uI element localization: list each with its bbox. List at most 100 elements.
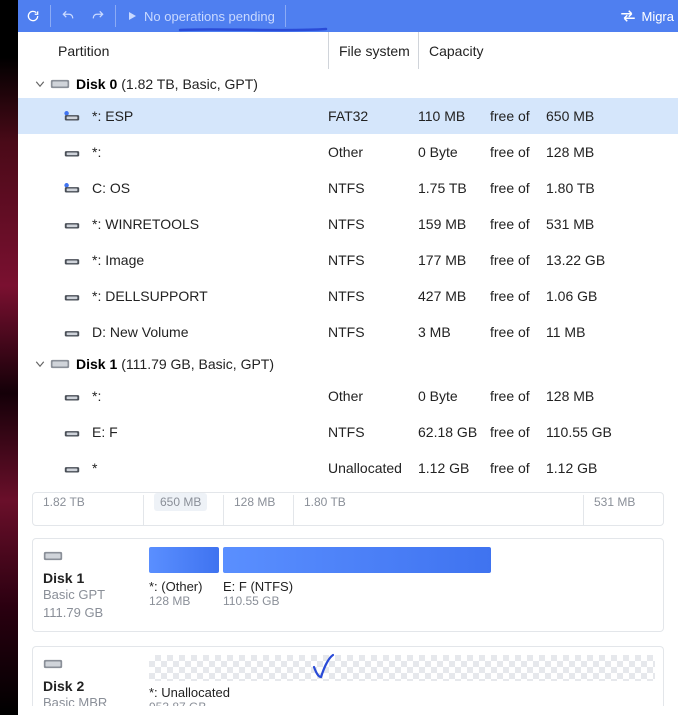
partition-row[interactable]: *: DELLSUPPORTNTFS427 MBfree of1.06 GB [18, 278, 678, 314]
usage-segment-label: 128 MB [234, 495, 275, 509]
redo-button[interactable] [83, 0, 113, 32]
partition-total: 13.22 GB [546, 252, 626, 268]
volume-icon [60, 425, 84, 439]
partition-fs: Other [328, 144, 418, 160]
partition-name: D: New Volume [92, 324, 328, 340]
chevron-down-icon [32, 356, 48, 372]
column-headers: Partition File system Capacity [18, 32, 678, 70]
toolbar-separator [115, 5, 116, 27]
partition-total: 1.12 GB [546, 460, 626, 476]
disk2-type: Basic MBR [43, 694, 143, 706]
col-capacity[interactable]: Capacity [418, 32, 638, 69]
volume-icon [60, 253, 84, 267]
disk1-panel-left: Disk 1 Basic GPT 111.79 GB [41, 547, 149, 623]
partition-total: 650 MB [546, 108, 626, 124]
partition-fs: NTFS [328, 180, 418, 196]
wallpaper-strip [0, 0, 18, 715]
partition-freeof: free of [490, 252, 546, 268]
partition-name: *: DELLSUPPORT [92, 288, 328, 304]
redo-icon [91, 9, 105, 23]
partition-bar[interactable] [149, 547, 219, 573]
disk2-panel-left: Disk 2 Basic MBR 953.87 GB [41, 655, 149, 706]
disk1-size: 111.79 GB [43, 604, 143, 622]
usage-segment-label: 650 MB [154, 493, 207, 511]
partition-total: 1.80 TB [546, 180, 626, 196]
undo-button[interactable] [53, 0, 83, 32]
partition-fs: NTFS [328, 424, 418, 440]
migrate-icon [619, 7, 637, 25]
partition-list: Disk 0 (1.82 TB, Basic, GPT)*: ESPFAT321… [18, 70, 678, 486]
partition-row[interactable]: C: OSNTFS1.75 TBfree of1.80 TB [18, 170, 678, 206]
volume-icon [60, 325, 84, 339]
partition-row[interactable]: *:Other0 Bytefree of128 MB [18, 378, 678, 414]
partition-freeof: free of [490, 216, 546, 232]
partition-fs: Other [328, 388, 418, 404]
disk1-panel: Disk 1 Basic GPT 111.79 GB *: (Other)128… [32, 538, 664, 632]
usage-segment[interactable]: 1.82 TB [43, 495, 143, 525]
usage-segment-label: 1.80 TB [304, 495, 346, 509]
partition-name: *: Image [92, 252, 328, 268]
disk-sub: (1.82 TB, Basic, GPT) [121, 76, 258, 92]
disk2-unallocated-bar[interactable] [149, 655, 655, 681]
play-icon [126, 10, 138, 22]
partition-free: 1.75 TB [418, 180, 490, 196]
partition-free: 110 MB [418, 108, 490, 124]
partition-name: E: F [92, 424, 328, 440]
operations-status-text: No operations pending [144, 9, 275, 24]
partition-freeof: free of [490, 108, 546, 124]
partition-bar-label: *: (Other)128 MB [149, 579, 219, 608]
partition-row[interactable]: *: ImageNTFS177 MBfree of13.22 GB [18, 242, 678, 278]
partition-fs: NTFS [328, 216, 418, 232]
usage-segment[interactable]: 531 MB [583, 495, 653, 525]
volume-icon [60, 145, 84, 159]
disk-name: Disk 1 [76, 356, 117, 372]
disk2-bars: *: Unallocated 953.87 GB [149, 655, 655, 706]
usage-segment-label: 1.82 TB [43, 495, 85, 509]
usage-segment-label: 531 MB [594, 495, 635, 509]
partition-row[interactable]: D: New VolumeNTFS3 MBfree of11 MB [18, 314, 678, 350]
disk-icon [43, 549, 63, 563]
partition-free: 3 MB [418, 324, 490, 340]
volume-icon [60, 181, 84, 195]
col-partition[interactable]: Partition [58, 43, 328, 59]
refresh-button[interactable] [18, 0, 48, 32]
volume-icon [60, 461, 84, 475]
partition-row[interactable]: *: WINRETOOLSNTFS159 MBfree of531 MB [18, 206, 678, 242]
disk1-type: Basic GPT [43, 586, 143, 604]
disk0-usage-strip: 1.82 TB 650 MB 128 MB 1.80 TB 531 MB [32, 492, 664, 526]
partition-fs: Unallocated [328, 460, 418, 476]
toolbar: No operations pending Migra [18, 0, 678, 32]
disk-row[interactable]: Disk 1 (111.79 GB, Basic, GPT) [18, 350, 678, 378]
partition-bar[interactable] [223, 547, 491, 573]
migrate-button[interactable]: Migra [619, 7, 678, 25]
undo-icon [61, 9, 75, 23]
operations-status[interactable]: No operations pending [118, 0, 283, 32]
partition-row[interactable]: *Unallocated1.12 GBfree of1.12 GB [18, 450, 678, 486]
usage-segment[interactable]: 650 MB [143, 495, 223, 525]
disk1-bars: *: (Other)128 MBE: F (NTFS)110.55 GB [149, 547, 655, 623]
migrate-label: Migra [641, 9, 674, 24]
partition-freeof: free of [490, 388, 546, 404]
chevron-down-icon [32, 76, 48, 92]
partition-total: 11 MB [546, 324, 626, 340]
usage-segment[interactable]: 1.80 TB [293, 495, 553, 525]
toolbar-separator [285, 5, 286, 27]
col-filesystem[interactable]: File system [328, 32, 418, 69]
partition-freeof: free of [490, 424, 546, 440]
partition-row[interactable]: *:Other0 Bytefree of128 MB [18, 134, 678, 170]
partition-name: *: [92, 388, 328, 404]
disk2-unalloc-label: *: Unallocated [149, 685, 655, 700]
toolbar-separator [50, 5, 51, 27]
usage-segment[interactable]: 128 MB [223, 495, 293, 525]
partition-fs: NTFS [328, 288, 418, 304]
partition-row[interactable]: *: ESPFAT32110 MBfree of650 MB [18, 98, 678, 134]
partition-name: *: ESP [92, 108, 328, 124]
partition-name: *: WINRETOOLS [92, 216, 328, 232]
volume-icon [60, 289, 84, 303]
volume-icon [60, 389, 84, 403]
partition-row[interactable]: E: FNTFS62.18 GBfree of110.55 GB [18, 414, 678, 450]
partition-freeof: free of [490, 460, 546, 476]
disk2-name: Disk 2 [43, 678, 143, 694]
disk-row[interactable]: Disk 0 (1.82 TB, Basic, GPT) [18, 70, 678, 98]
partition-bar-label: E: F (NTFS)110.55 GB [223, 579, 491, 608]
